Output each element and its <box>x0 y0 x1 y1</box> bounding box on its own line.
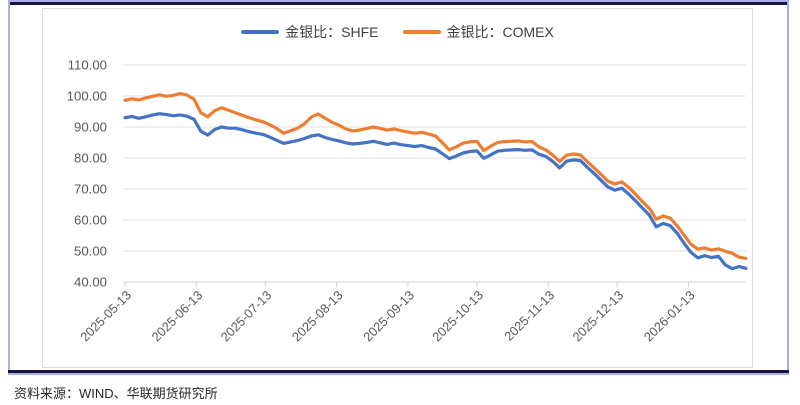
x-axis-tick-label: 2025-06-13 <box>149 288 206 345</box>
y-axis-tick-label: 60.00 <box>74 213 107 228</box>
series-line-comex <box>123 91 748 260</box>
legend-label-shfe: 金银比：SHFE <box>285 24 379 40</box>
y-axis-tick-label: 40.00 <box>74 275 107 290</box>
legend-item-comex: 金银比：COMEX <box>402 22 554 42</box>
figure-frame-bottom-rule <box>8 370 789 373</box>
series-line-shfe <box>123 112 748 271</box>
x-axis-tick-label: 2025-07-13 <box>218 288 275 345</box>
figure-frame-right-rule <box>787 0 789 375</box>
legend-line-swatch-shfe <box>241 30 280 34</box>
y-axis-tick-label: 80.00 <box>74 151 107 166</box>
x-axis-tick-label: 2025-11-13 <box>501 288 557 344</box>
gold-silver-ratio-line-chart: 110.00 100.00 90.00 80.00 70.00 60.00 50.00 40.… <box>67 58 748 345</box>
x-axis-tick-label: 2026-01-13 <box>641 288 698 345</box>
x-axis-tick-label: 2025-08-13 <box>289 288 346 345</box>
y-axis-tick-label: 100.00 <box>67 89 107 104</box>
y-axis-tick-label: 90.00 <box>74 120 107 135</box>
y-axis-tick-label: 110.00 <box>68 58 107 73</box>
x-axis-tick-label: 2025-12-13 <box>569 288 626 345</box>
legend-item-shfe: 金银比：SHFE <box>241 22 379 42</box>
source-note: 资料来源：WIND、华联期货研究所 <box>14 386 218 401</box>
figure-frame-left-rule <box>8 0 10 375</box>
figure-frame-top-rule <box>8 2 789 5</box>
legend-label-comex: 金银比：COMEX <box>446 24 554 40</box>
chart-panel: 110.00 100.00 90.00 80.00 70.00 60.00 50.00 40.… <box>42 8 753 368</box>
legend-line-swatch-comex <box>402 30 441 34</box>
chart-legend: 金银比：SHFE 金银比：COMEX <box>43 22 752 42</box>
x-axis-tick-label: 2025-09-13 <box>360 288 417 345</box>
y-axis-tick-label: 70.00 <box>74 182 107 197</box>
figure-frame-bottom-outer-rule <box>8 373 789 375</box>
x-axis-tick-label: 2025-10-13 <box>429 288 486 345</box>
x-axis-tick-label: 2025-05-13 <box>77 288 134 345</box>
y-axis-tick-label: 50.00 <box>74 244 107 259</box>
figure-frame-top-outer-rule <box>8 0 789 2</box>
